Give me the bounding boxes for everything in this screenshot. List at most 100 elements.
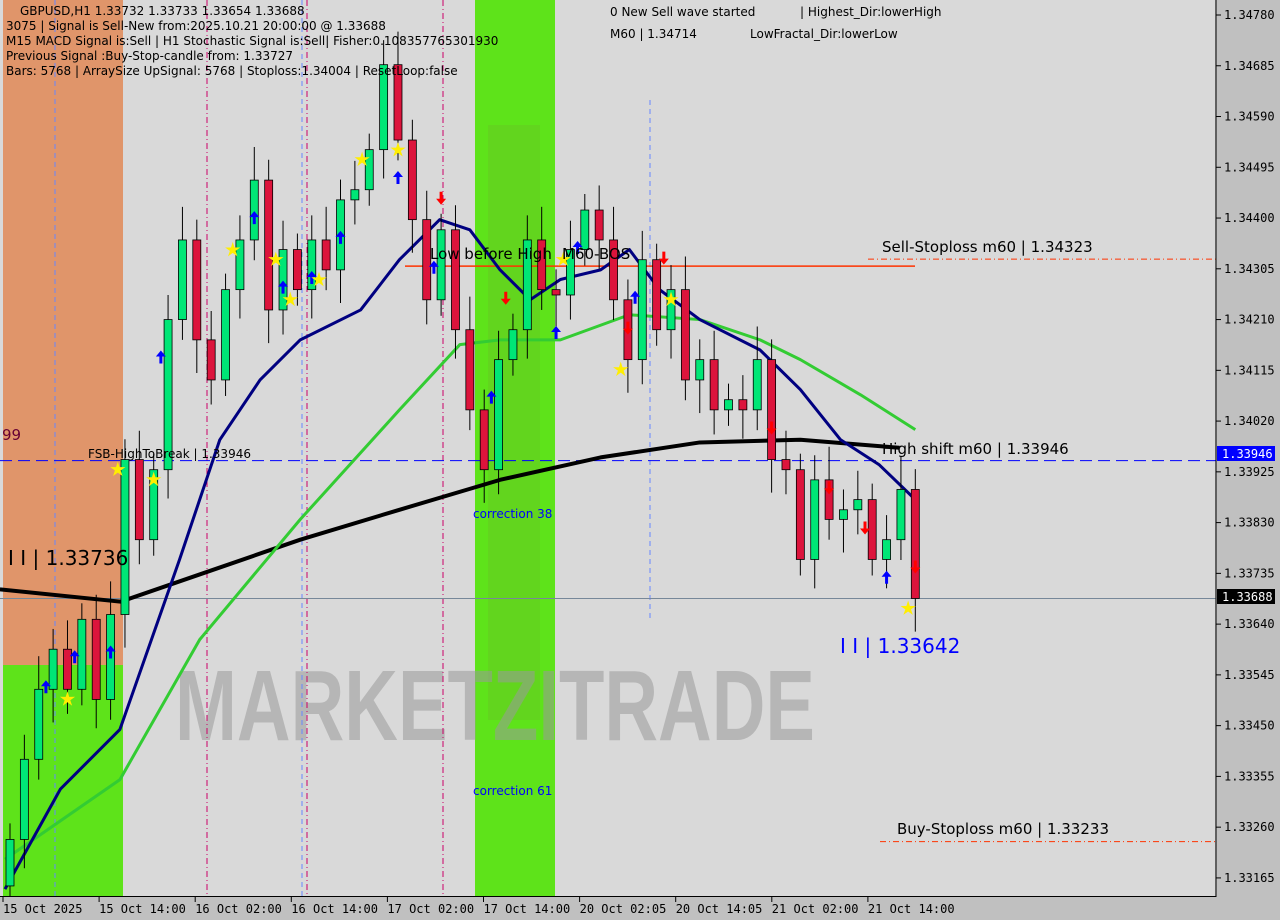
up-arrow-icon	[881, 570, 892, 584]
m60-bos-label: M60-BOS	[562, 245, 630, 263]
bull-candle	[896, 489, 906, 541]
bear-candle	[709, 359, 719, 411]
ma-slow-line	[0, 437, 900, 604]
bull-candle	[637, 259, 647, 361]
down-arrow-icon	[436, 191, 447, 205]
bull-candle	[522, 239, 532, 331]
level-right-label: I I | 1.33642	[840, 634, 960, 658]
star-icon	[613, 361, 629, 377]
bull-candle	[19, 758, 29, 840]
correction-61-label: correction 61	[473, 784, 552, 798]
bear-candle	[652, 259, 662, 331]
m60-high-label: M60 | 1.34714	[610, 27, 697, 41]
vertical-markers	[54, 0, 651, 896]
up-arrow-icon	[40, 680, 51, 694]
bear-candle	[767, 359, 777, 460]
x-tick-label: 21 Oct 14:00	[868, 902, 955, 916]
bull-candle	[34, 688, 44, 760]
bear-candle	[609, 239, 618, 301]
bull-candle	[882, 539, 891, 560]
x-tick-label: 21 Oct 02:00	[772, 902, 859, 916]
bear-candle	[795, 469, 805, 560]
bull-candle	[149, 469, 159, 541]
bull-candle	[379, 64, 389, 151]
up-arrow-icon	[486, 390, 497, 404]
bear-candle	[192, 239, 202, 341]
down-arrow-icon	[500, 291, 511, 305]
bull-candle	[580, 209, 590, 250]
y-tick-label: 1.34780	[1224, 8, 1275, 22]
x-tick-label: 15 Oct 14:00	[99, 902, 186, 916]
bull-candle	[666, 289, 676, 331]
y-tick-label: 1.33925	[1224, 465, 1275, 479]
left-cut-label: 99	[2, 426, 21, 444]
y-tick-label: 1.34495	[1224, 160, 1275, 174]
y-tick-label: 1.34020	[1224, 414, 1275, 428]
fsb-label: FSB-HighToBreak | 1.33946	[88, 447, 251, 461]
bear-candle	[451, 229, 460, 331]
time-axis	[0, 897, 1216, 920]
star-icon	[900, 600, 916, 615]
up-arrow-icon	[630, 290, 641, 304]
watermark: MARKETZITRADE	[175, 650, 815, 762]
down-arrow-icon	[824, 481, 835, 495]
high-shift-label: High shift m60 | 1.33946	[882, 440, 1069, 458]
down-arrow-icon	[860, 521, 871, 535]
bear-candle	[551, 289, 561, 296]
bull-candle	[48, 648, 58, 690]
bull-candle	[163, 319, 173, 471]
plot-background	[0, 0, 1215, 896]
bear-candle	[206, 339, 216, 381]
up-arrow-icon	[335, 230, 346, 244]
bull-candle	[77, 618, 87, 690]
bull-candle	[810, 479, 820, 560]
bear-candle	[738, 399, 748, 411]
down-arrow-icon	[622, 321, 633, 335]
bull-candle	[436, 229, 446, 301]
star-icon	[110, 461, 126, 476]
x-tick-label: 16 Oct 14:00	[291, 902, 378, 916]
up-arrow-icon	[249, 211, 260, 225]
new-sell-wave-label: 0 New Sell wave started	[610, 5, 755, 19]
bull-candle	[249, 179, 259, 241]
x-tick-label: 20 Oct 02:05	[580, 902, 667, 916]
bull-candle	[120, 459, 130, 615]
down-arrow-icon	[910, 560, 921, 574]
bull-candle	[853, 499, 863, 511]
bear-candle	[134, 459, 144, 541]
bear-candle	[422, 219, 432, 301]
down-arrow-icon	[658, 251, 669, 265]
bull-candle	[752, 359, 762, 411]
star-icon	[268, 251, 284, 266]
header-previous-signal: Previous Signal :Buy-Stop-candle from: 1…	[6, 49, 293, 63]
header-macd: M15 MACD Signal is:Sell | H1 Stochastic …	[6, 34, 498, 48]
bull-candle	[839, 509, 848, 520]
buy-stoploss-label: Buy-Stoploss m60 | 1.33233	[897, 820, 1109, 838]
y-tick-label: 1.33830	[1224, 516, 1275, 530]
current-price-tag	[1217, 589, 1275, 604]
bear-candle	[910, 489, 920, 599]
star-icon	[282, 291, 298, 307]
bear-candle	[292, 249, 302, 291]
bear-candle	[407, 139, 417, 221]
bear-candle	[537, 239, 547, 291]
y-tick-label: 1.34590	[1224, 110, 1275, 124]
bear-candle	[264, 179, 274, 311]
star-icon	[146, 471, 162, 487]
y-tick-label: 1.33450	[1224, 719, 1275, 733]
bull-candle	[178, 239, 187, 320]
bull-candle	[307, 239, 317, 291]
level-left-label: I I | 1.33736	[8, 546, 128, 570]
header-signal: 3075 | Signal is Sell-New from:2025.10.2…	[6, 19, 386, 33]
y-tick-label: 1.33260	[1224, 820, 1275, 834]
highest-dir-label: | Highest_Dir:lowerHigh	[800, 5, 942, 19]
y-tick-label: 1.34685	[1224, 59, 1275, 73]
header-bars: Bars: 5768 | ArraySize UpSignal: 5768 | …	[6, 64, 458, 78]
bear-candle	[91, 618, 101, 700]
up-arrow-icon	[392, 171, 403, 185]
lowest-fractal-label: LowFractal_Dir:lowerLow	[750, 27, 898, 41]
bull-candle	[364, 149, 374, 191]
y-tick-label: 1.33545	[1224, 668, 1275, 682]
y-tick-label: 1.34305	[1224, 262, 1275, 276]
